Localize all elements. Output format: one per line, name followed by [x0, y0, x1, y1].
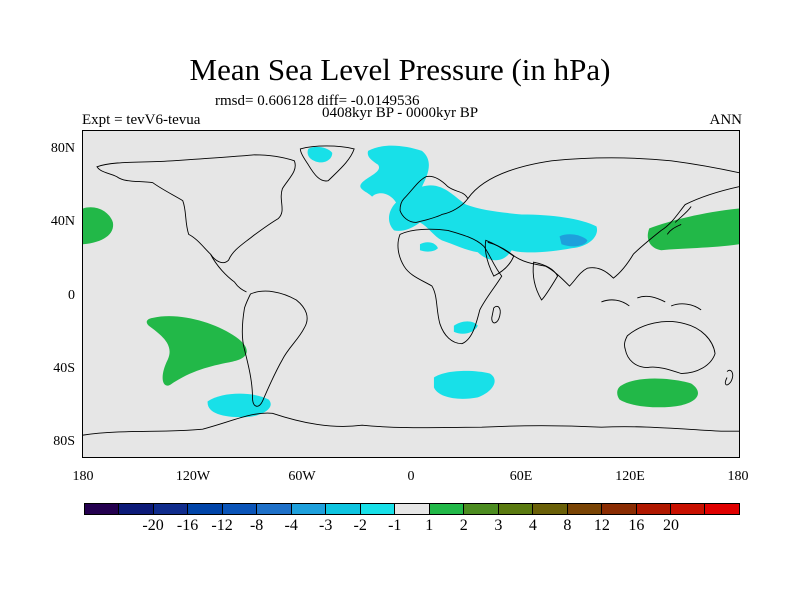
- anomaly-region-n-pacific-east: [647, 208, 739, 251]
- lon-tick-180e: 180: [727, 469, 749, 484]
- world-map: [83, 145, 739, 436]
- anomaly-region-s-pacific-negative: [207, 393, 271, 418]
- coastline-arabia: [484, 239, 515, 277]
- lon-tick-0: 0: [407, 469, 415, 484]
- colorbar-label: -1: [388, 517, 402, 534]
- lat-tick-80s: 80S: [53, 434, 75, 449]
- lat-tick-80n: 80N: [50, 141, 75, 156]
- colorbar-swatch: [533, 504, 568, 514]
- colorbar-label: -8: [249, 517, 264, 534]
- coastline-india: [532, 261, 559, 301]
- colorbar-swatch: [498, 504, 534, 514]
- colorbar-label: -16: [176, 517, 199, 534]
- colorbar-swatch: [705, 504, 739, 514]
- colorbar-swatch: [602, 504, 637, 514]
- anomaly-region-n-africa: [419, 242, 438, 252]
- stats-subtitle: rmsd= 0.606128 diff= -0.0149536: [215, 93, 420, 109]
- coastline-north-america: [96, 154, 296, 264]
- coastline-south-america: [241, 290, 308, 407]
- coastline-madagascar: [491, 305, 501, 324]
- anomaly-region-s-indian-positive: [617, 378, 698, 408]
- lon-tick-60w: 60W: [288, 469, 316, 484]
- colorbar-label: 8: [563, 517, 572, 534]
- coastline-greenland: [299, 145, 355, 182]
- period-subtitle: 0408kyr BP - 0000kyr BP: [322, 105, 479, 121]
- coastline-asia: [467, 157, 739, 287]
- anomaly-region-s-africa: [453, 321, 478, 334]
- season-label: ANN: [709, 112, 743, 128]
- lat-tick-40s: 40S: [53, 361, 75, 376]
- colorbar-swatch: [153, 504, 189, 514]
- coastline-japan: [666, 206, 692, 235]
- colorbar-label: -20: [142, 517, 164, 534]
- colorbar-swatch: [257, 504, 292, 514]
- colorbar-label: 12: [593, 517, 610, 534]
- colorbar-swatch: [119, 504, 154, 514]
- colorbar-label: 1: [425, 517, 434, 534]
- lon-tick-120e: 120E: [615, 469, 645, 484]
- lon-tick-120w: 120W: [175, 469, 211, 484]
- colorbar: [84, 503, 740, 515]
- colorbar-swatch: [188, 504, 223, 514]
- colorbar-label: 3: [494, 517, 503, 534]
- colorbar-swatch: [429, 504, 465, 514]
- colorbar-label: 2: [459, 517, 468, 534]
- experiment-label: Expt = tevV6-tevua: [82, 112, 201, 128]
- coastline-maritime-asia: [601, 295, 702, 311]
- chart-title: Mean Sea Level Pressure (in hPa): [189, 52, 611, 87]
- colorbar-swatch: [464, 504, 499, 514]
- coastline-australia: [624, 321, 716, 374]
- colorbar-label: -4: [284, 517, 298, 534]
- colorbar-swatch: [567, 504, 603, 514]
- lon-tick-60e: 60E: [509, 469, 533, 484]
- map-panel: [82, 130, 740, 458]
- lon-tick-180w: 180: [72, 469, 94, 484]
- colorbar-swatch: [636, 504, 671, 514]
- colorbar-label: -12: [211, 517, 233, 534]
- colorbar-swatch: [360, 504, 396, 514]
- anomaly-region-s-indian-negative: [433, 370, 495, 399]
- lat-tick-0: 0: [68, 288, 75, 303]
- anomaly-region-tibet: [559, 234, 588, 247]
- anomaly-region-s-pacific-positive: [146, 316, 247, 386]
- colorbar-label: 4: [528, 517, 537, 534]
- coastline-central-america: [210, 254, 247, 293]
- coastlines: [83, 145, 739, 436]
- colorbar-label: -3: [319, 517, 333, 534]
- anomaly-region-eurasia: [360, 145, 598, 261]
- coastline-antarctica: [83, 412, 739, 436]
- coastline-africa: [397, 228, 503, 345]
- colorbar-swatch: [395, 504, 430, 514]
- colorbar-swatch: [326, 504, 361, 514]
- anomaly-region-n-pacific-west: [83, 207, 114, 245]
- colorbar-swatch: [222, 504, 258, 514]
- colorbar-swatch: [670, 504, 706, 514]
- colorbar-swatch: [291, 504, 327, 514]
- colorbar-swatch: [85, 504, 120, 514]
- coastline-europe: [399, 175, 469, 223]
- coastline-new-zealand: [724, 369, 734, 386]
- colorbar-label: 16: [628, 517, 645, 534]
- colorbar-label: -2: [353, 517, 367, 534]
- anomaly-region-greenland: [307, 146, 333, 163]
- colorbar-label: 20: [662, 517, 679, 534]
- anomaly-fields: [83, 145, 739, 418]
- lat-tick-40n: 40N: [50, 214, 75, 229]
